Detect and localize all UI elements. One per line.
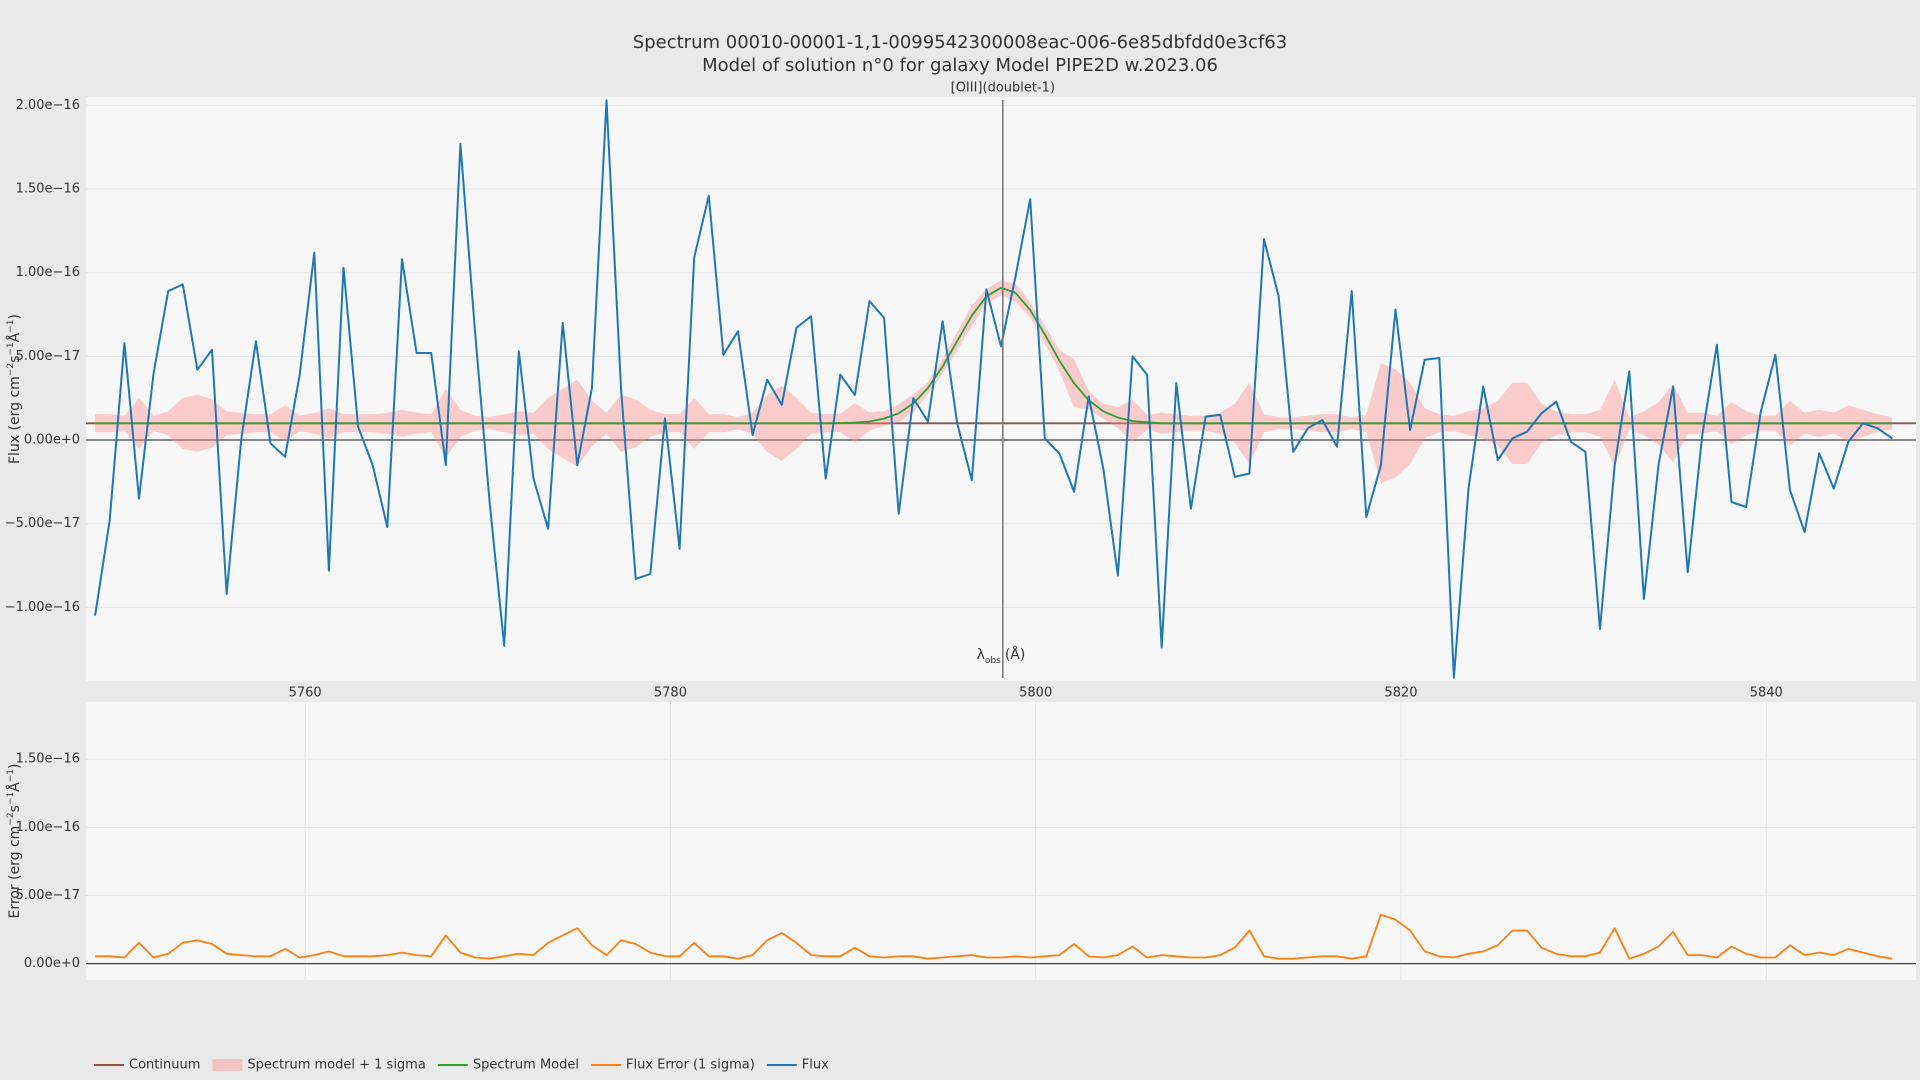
y-axis-title-part: −1 [6,792,16,805]
flux-line [94,99,1893,679]
y-tick-label: 5.00e−17 [16,349,80,364]
plot-area [86,97,1916,681]
y-tick-label: −1.00e−16 [5,600,80,615]
x-tick-label: 5840 [1750,686,1783,701]
legend-label: Spectrum Model [473,1058,579,1073]
x-tick-label: 5780 [654,686,687,701]
model-line [95,286,1893,425]
y-tick-label: 0.00e+0 [24,433,80,448]
legend-swatch [212,1059,243,1071]
y-axis-title-part: Å [6,782,23,792]
x-tick-label: 5800 [1019,686,1052,701]
y-tick-label: 1.50e−16 [16,752,80,767]
y-tick-label: 1.00e−16 [16,820,80,835]
plot-series [95,913,1893,960]
x-axis-title-part: obs [985,656,1001,666]
x-axis-title-part: (Å) [1005,646,1026,663]
x-tick-label: 5820 [1384,686,1417,701]
chart-subtitle: Model of solution n°0 for galaxy Model P… [702,55,1218,76]
y-axis-title-part: ) [7,314,23,319]
annotation-text: [OIII](doublet-1) [951,81,1055,96]
chart-title: Spectrum 00010-00001-1,1-0099542300008ea… [633,32,1287,53]
y-tick-label: 1.50e−16 [16,182,80,197]
legend-label: Spectrum model + 1 sigma [247,1058,425,1073]
y-axis-title-part: ) [7,763,23,768]
y-axis-title-part: Flux (erg cm [7,376,23,464]
y-axis-title-part: −1 [6,342,16,355]
plot-series [86,99,1916,679]
y-axis-title: Error (erg cm−2s−1Å−1) [6,763,24,918]
y-tick-label: 1.00e−16 [16,265,80,280]
y-tick-label: 5.00e−17 [16,888,80,903]
y-axis-title: Flux (erg cm−2s−1Å−1) [6,314,24,464]
legend-label: Continuum [129,1058,200,1073]
y-axis-title-part: Error (erg cm [7,826,23,919]
y-tick-label: 0.00e+0 [24,956,80,971]
y-tick-label: 2.00e−16 [16,98,80,113]
y-axis-title-part: −2 [6,812,16,825]
plot-area [86,702,1916,980]
y-axis-title-part: s [7,805,23,812]
legend-label: Flux [802,1058,829,1073]
y-axis-title-part: −1 [6,769,16,782]
legend-label: Flux Error (1 sigma) [626,1058,755,1073]
y-axis-title-part: −1 [6,319,16,332]
y-axis-title-part: Å [6,332,23,342]
y-tick-label: −5.00e−17 [5,516,80,531]
sigma-band [95,280,1893,484]
y-axis-title-part: −2 [6,363,16,376]
error-line [95,913,1893,960]
x-axis-title: λobs (Å) [977,646,1026,666]
x-axis-title-part: λ [977,647,985,663]
y-axis-title-part: s [7,356,23,363]
x-tick-label: 5760 [289,686,322,701]
